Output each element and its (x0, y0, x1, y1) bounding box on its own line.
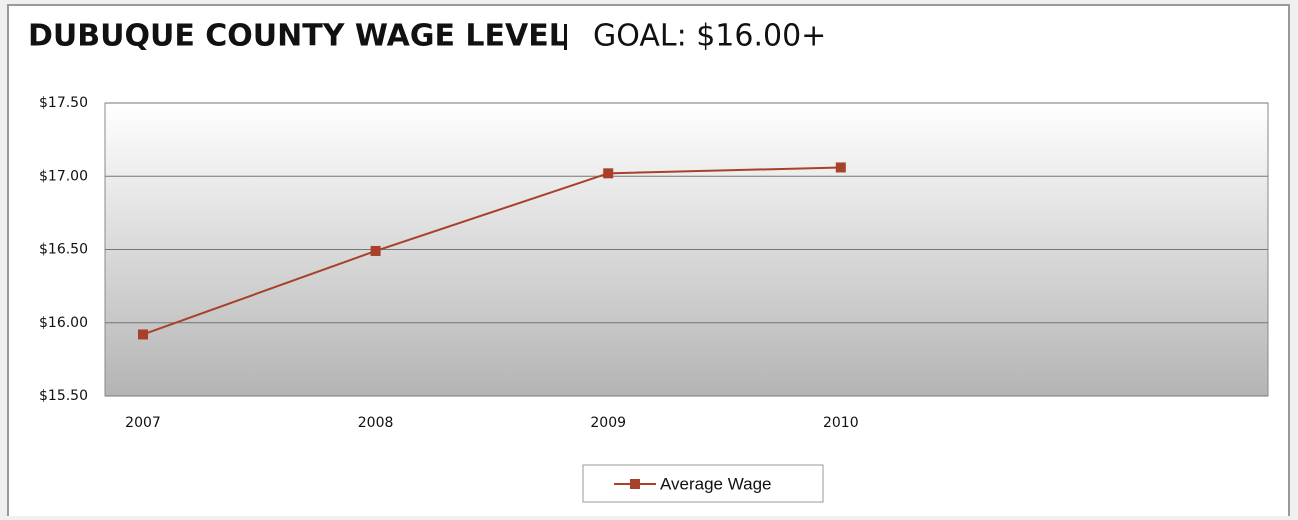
chart-title: DUBUQUE COUNTY WAGE LEVEL (28, 19, 568, 54)
y-tick-label: $16.50 (39, 242, 88, 258)
y-tick-label: $16.00 (39, 315, 88, 331)
data-point (370, 245, 381, 256)
x-tick-label: 2007 (125, 415, 161, 431)
y-tick-label: $17.50 (39, 95, 88, 111)
data-point (138, 329, 148, 340)
legend-label: Average Wage (660, 474, 772, 493)
legend-marker (630, 479, 640, 489)
x-tick-label: 2010 (823, 415, 859, 431)
data-point (603, 168, 614, 179)
y-tick-label: $15.50 (39, 388, 88, 404)
title-separator (564, 24, 567, 50)
x-tick-label: 2009 (590, 415, 626, 431)
x-tick-label: 2008 (358, 415, 394, 431)
data-line (142, 166, 841, 336)
chart-subtitle: GOAL: $16.00+ (593, 19, 826, 54)
y-tick-label: $17.00 (39, 168, 88, 184)
data-point (835, 162, 846, 173)
